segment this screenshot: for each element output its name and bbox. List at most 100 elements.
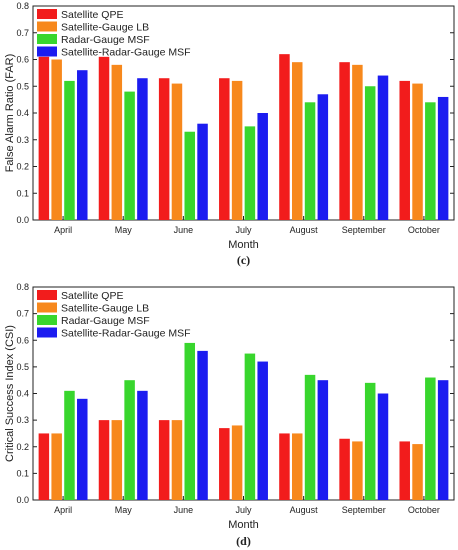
bar	[279, 54, 290, 221]
bar	[364, 86, 376, 220]
panel-d-chart: 0.0 0.1 0.2 0.3 0.4 0.5 0.6 0.7 0.8 April May June J…	[4, 282, 455, 548]
x-axis-label: Month	[228, 239, 259, 251]
bar	[257, 113, 268, 220]
legend-swatch	[37, 9, 57, 19]
bar	[231, 425, 243, 500]
x-tick-label: May	[115, 225, 133, 235]
bar	[171, 83, 183, 220]
legend-entry: Satellite-Gauge LB	[61, 303, 149, 315]
y-tick-label: 0.5	[16, 362, 29, 372]
bar	[197, 123, 208, 220]
bar	[219, 428, 230, 500]
bar	[377, 393, 389, 500]
bar	[171, 420, 183, 500]
y-tick-label: 0.1	[16, 188, 29, 198]
bar	[291, 62, 303, 220]
bar	[279, 433, 290, 500]
bar	[412, 444, 423, 500]
y-tick-label: 0.4	[16, 108, 29, 118]
bar	[425, 102, 436, 220]
bar	[77, 70, 88, 220]
x-tick-label: May	[115, 505, 133, 515]
bar	[111, 420, 123, 500]
bar	[317, 380, 329, 500]
x-tick-label: July	[235, 225, 252, 235]
bar	[339, 62, 350, 220]
y-tick-label: 0.3	[16, 135, 29, 145]
bar	[304, 374, 316, 500]
bar	[339, 438, 350, 500]
bar	[244, 353, 256, 500]
legend-swatch	[37, 290, 57, 300]
x-tick-label: April	[54, 505, 72, 515]
x-tick-label: October	[408, 225, 440, 235]
y-axis-label: Critical Success Index (CSI)	[4, 325, 16, 462]
y-tick-label: 0.6	[16, 55, 29, 65]
y-tick-label: 0.0	[16, 495, 29, 505]
bar	[399, 441, 410, 500]
x-tick-label: July	[235, 505, 252, 515]
x-axis-label: Month	[228, 519, 259, 531]
y-tick-label: 0.0	[16, 215, 29, 225]
bar	[257, 361, 268, 500]
y-tick-label: 0.8	[16, 1, 29, 11]
bar	[412, 83, 423, 220]
panel-label: (d)	[236, 534, 251, 548]
legend-entry: Radar-Gauge MSF	[61, 34, 150, 46]
x-tick-label: October	[408, 505, 440, 515]
panel-c-chart: 0.0 0.1 0.2 0.3 0.4 0.5 0.6 0.7 0.8 April May June J…	[4, 1, 455, 267]
bar	[437, 96, 449, 220]
y-tick-label: 0.7	[16, 28, 29, 38]
bar	[184, 131, 196, 220]
bar	[197, 350, 208, 500]
legend-entry: Satellite-Radar-Gauge MSF	[61, 328, 191, 340]
bar	[352, 441, 363, 500]
legend-swatch	[37, 315, 57, 325]
legend-swatch	[37, 21, 57, 32]
bar	[437, 380, 449, 500]
x-tick-label: August	[290, 505, 319, 515]
bar	[231, 80, 243, 221]
x-tick-label: September	[342, 505, 386, 515]
legend-entry: Satellite-Radar-Gauge MSF	[61, 47, 191, 59]
y-tick-label: 0.3	[16, 415, 29, 425]
panel-label: (c)	[237, 253, 250, 267]
legend-swatch	[37, 46, 57, 57]
y-tick-label: 0.5	[16, 81, 29, 91]
bar	[158, 78, 170, 220]
bar	[137, 390, 148, 500]
bar	[51, 59, 62, 220]
bar	[219, 78, 230, 220]
bar	[98, 420, 110, 500]
legend-swatch	[37, 302, 57, 313]
bar	[124, 380, 135, 500]
legend-entry: Satellite QPE	[61, 9, 123, 21]
y-axis-label: False Alarm Ratio (FAR)	[4, 54, 16, 173]
bar	[38, 433, 50, 500]
legend-swatch	[37, 34, 57, 44]
bar	[98, 56, 110, 221]
y-tick-label: 0.4	[16, 389, 29, 399]
legend-entry: Radar-Gauge MSF	[61, 315, 150, 327]
x-tick-label: June	[174, 225, 194, 235]
bar	[377, 75, 389, 220]
bar	[64, 80, 75, 221]
bar	[364, 382, 376, 500]
y-tick-label: 0.7	[16, 309, 29, 319]
bar	[291, 433, 303, 500]
x-tick-label: June	[174, 505, 194, 515]
bar	[184, 342, 196, 500]
bar	[124, 91, 135, 220]
bar	[77, 398, 88, 500]
bar	[64, 390, 75, 500]
bar	[399, 80, 410, 221]
y-tick-label: 0.1	[16, 468, 29, 478]
bar	[425, 377, 436, 500]
y-tick-label: 0.6	[16, 335, 29, 345]
bar	[317, 94, 329, 220]
x-tick-label: August	[290, 225, 319, 235]
bar	[111, 64, 123, 220]
x-tick-label: April	[54, 225, 72, 235]
